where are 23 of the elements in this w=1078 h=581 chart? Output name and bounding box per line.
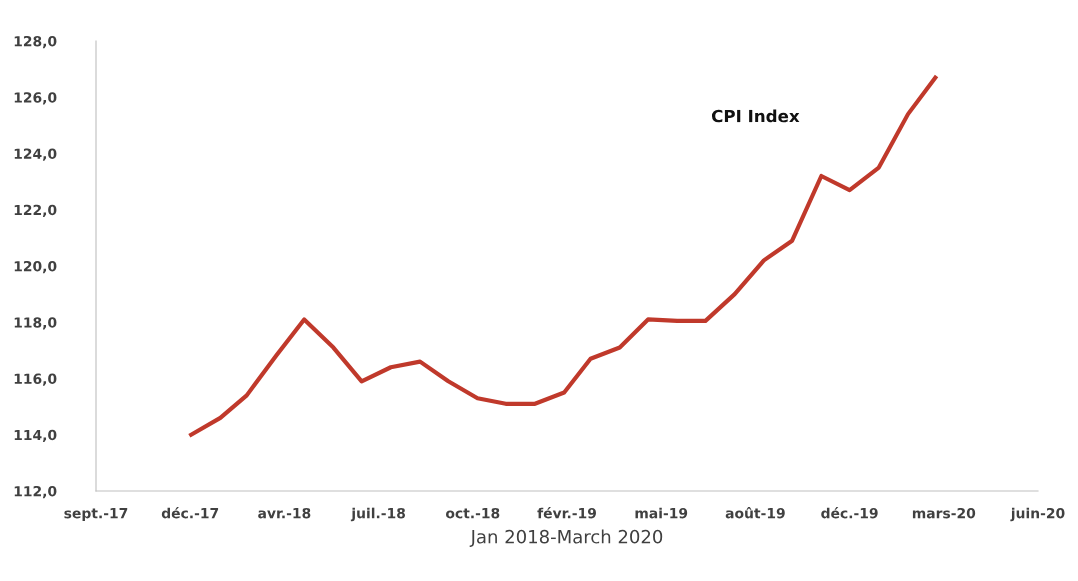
x-axis-title: Jan 2018-March 2020 [469, 529, 663, 547]
y-tick-label: 116,0 [14, 373, 57, 386]
x-tick-label: déc.-19 [821, 507, 878, 519]
x-tick-label: juil.-18 [350, 507, 406, 522]
y-tick-label: 124,0 [14, 148, 57, 161]
y-tick-label: 126,0 [14, 92, 57, 105]
y-tick-label: 128,0 [14, 35, 57, 49]
x-tick-label: août-19 [725, 507, 785, 519]
x-tick-label: mai-19 [635, 507, 688, 519]
x-tick-label: sept.-17 [64, 508, 128, 522]
x-tick-label: mars-20 [912, 507, 976, 519]
y-tick-label: 118,0 [14, 317, 57, 330]
x-tick-label: oct.-18 [446, 507, 500, 519]
y-tick-label: 114,0 [14, 429, 57, 442]
y-tick-label: 120,0 [14, 260, 57, 274]
annotation: CPI Index [711, 109, 800, 123]
line-series [189, 75, 938, 437]
x-tick-label: juin-20 [1010, 507, 1065, 522]
x-tick-label: févr.-19 [537, 507, 596, 519]
x-tick-label: avr.-18 [258, 507, 311, 519]
y-tick-label: 122,0 [14, 204, 57, 217]
x-tick-label: déc.-17 [161, 507, 219, 519]
y-tick-label: 112,0 [14, 485, 57, 499]
